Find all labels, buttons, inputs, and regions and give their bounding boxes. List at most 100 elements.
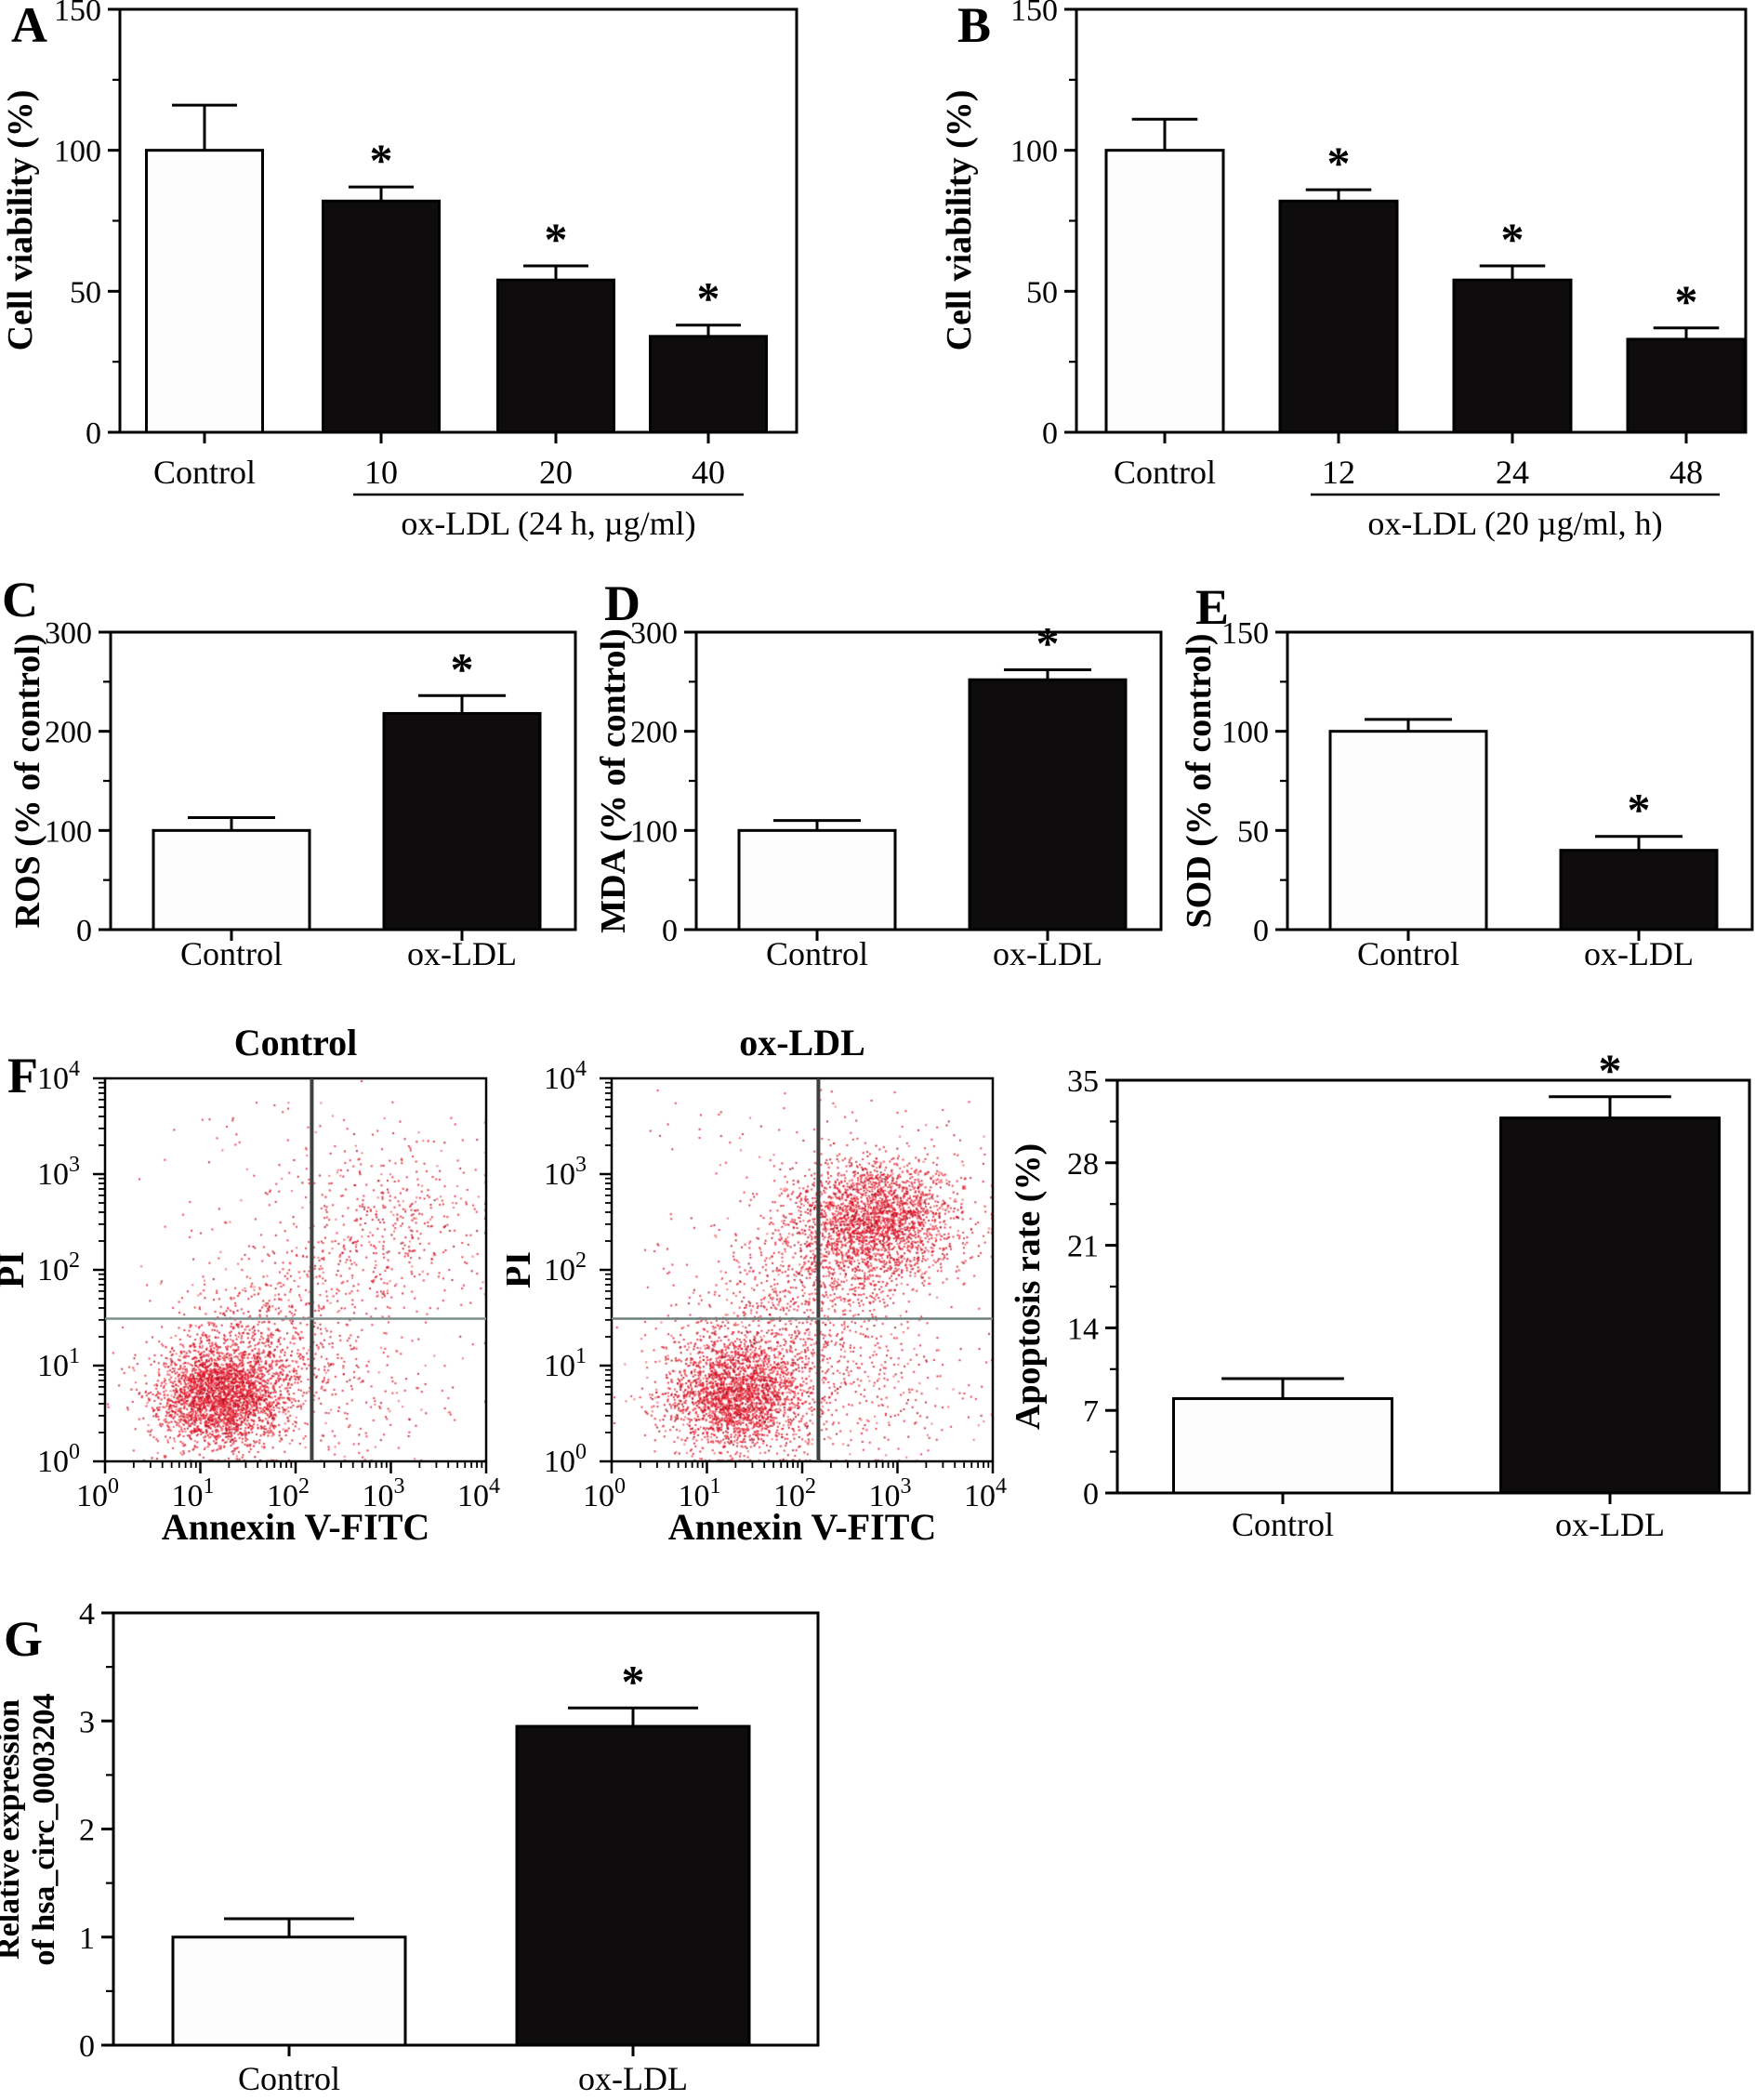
panel-letter-a: A: [11, 0, 47, 53]
svg-text:28: 28: [1067, 1147, 1099, 1182]
flow-control-dots: [105, 1078, 486, 1461]
svg-text:101: 101: [544, 1344, 587, 1383]
svg-text:104: 104: [544, 1057, 587, 1096]
svg-text:100: 100: [76, 1474, 119, 1513]
svg-text:100: 100: [544, 1440, 587, 1479]
svg-text:1: 1: [79, 1922, 95, 1956]
panel-letter-g: G: [4, 1611, 44, 1667]
svg-text:*: *: [370, 134, 393, 186]
panel-f-flow-plot-control: 100100101101102102103103104104ControlAnn…: [0, 1022, 500, 1548]
svg-text:ox-LDL: ox-LDL: [1555, 1506, 1665, 1543]
svg-text:102: 102: [544, 1248, 587, 1288]
svg-text:*: *: [1675, 275, 1698, 327]
svg-text:50: 50: [1237, 814, 1269, 849]
svg-text:200: 200: [630, 716, 678, 750]
svg-text:100: 100: [37, 1440, 80, 1479]
svg-text:*: *: [697, 272, 720, 324]
svg-text:100: 100: [1221, 716, 1269, 750]
svg-text:50: 50: [1026, 275, 1058, 310]
svg-text:104: 104: [964, 1474, 1007, 1513]
svg-text:100: 100: [54, 135, 101, 169]
panel-a-bar-chart: 0 50 100 150 Control * 10 * 20 * 40 Cell viability …: [1, 0, 798, 542]
svg-text:Control: Control: [1114, 454, 1216, 491]
panel-letter-f: F: [7, 1048, 38, 1103]
svg-text:100: 100: [630, 814, 678, 849]
svg-text:0: 0: [1253, 914, 1269, 948]
svg-text:ox-LDL: ox-LDL: [993, 935, 1102, 972]
svg-text:0: 0: [1042, 416, 1058, 451]
svg-text:300: 300: [630, 616, 678, 651]
svg-text:200: 200: [45, 716, 92, 750]
svg-text:*: *: [451, 642, 474, 694]
svg-text:Cell viability (%): Cell viability (%): [1, 90, 40, 351]
svg-text:PI: PI: [0, 1251, 32, 1288]
svg-text:103: 103: [544, 1153, 587, 1192]
panel-letter-c: C: [2, 572, 38, 627]
svg-text:100: 100: [583, 1474, 626, 1513]
svg-text:150: 150: [1010, 0, 1058, 28]
svg-text:150: 150: [54, 0, 101, 28]
svg-text:12: 12: [1322, 454, 1355, 491]
svg-text:100: 100: [45, 814, 92, 849]
svg-text:ox-LDL: ox-LDL: [578, 2060, 688, 2097]
svg-text:Annexin V-FITC: Annexin V-FITC: [668, 1506, 937, 1548]
svg-text:SOD (% of control): SOD (% of control): [1180, 634, 1219, 929]
svg-text:*: *: [1327, 137, 1351, 189]
svg-text:Control: Control: [1357, 935, 1459, 972]
panel-e-bar-chart: 0 50 100 150 Control * ox-LDL SOD (% of control…: [1180, 616, 1754, 972]
svg-text:ox-LDL: ox-LDL: [407, 935, 517, 972]
panel-letter-b: B: [957, 0, 992, 53]
svg-text:*: *: [1501, 213, 1524, 265]
svg-text:Relative expression: Relative expression: [0, 1699, 26, 1960]
panel-f-flow-plot-oxldl: 100100101101102102103103104104ox-LDLAnne…: [507, 1022, 1007, 1548]
svg-text:40: 40: [692, 454, 725, 491]
svg-text:3: 3: [79, 1705, 95, 1739]
svg-text:0: 0: [86, 416, 101, 451]
svg-text:Control: Control: [1232, 1506, 1334, 1543]
svg-text:10: 10: [364, 454, 398, 491]
panel-b-bar-chart: 0 50 100 150 Control * 12 * 24 * 48 Cell viability …: [940, 0, 1748, 542]
svg-text:Control: Control: [234, 1022, 358, 1063]
svg-text:0: 0: [1083, 1477, 1099, 1512]
svg-text:100: 100: [1010, 135, 1058, 169]
svg-text:48: 48: [1669, 454, 1703, 491]
panel-d-bar-chart: 0 100 200 300 Control * ox-LDL MDA (% of contro…: [594, 616, 1163, 972]
svg-text:Control: Control: [238, 2060, 340, 2097]
svg-text:*: *: [545, 213, 568, 265]
svg-text:0: 0: [79, 2029, 95, 2064]
svg-text:2: 2: [79, 1814, 95, 1848]
flow-oxldl-dots: [612, 1078, 993, 1461]
svg-text:7: 7: [1083, 1394, 1099, 1429]
svg-text:MDA (% of control): MDA (% of control): [594, 628, 633, 933]
svg-text:104: 104: [457, 1474, 500, 1513]
svg-text:103: 103: [37, 1153, 80, 1192]
svg-text:of hsa_circ_0003204: of hsa_circ_0003204: [27, 1693, 61, 1965]
panel-c-bar-chart: 0 100 200 300 Control * ox-LDL ROS (% of contro…: [8, 616, 577, 972]
svg-text:*: *: [622, 1655, 645, 1707]
svg-text:20: 20: [539, 454, 573, 491]
svg-text:103: 103: [869, 1474, 912, 1513]
svg-text:Annexin V-FITC: Annexin V-FITC: [162, 1506, 430, 1548]
panel-g-bar-chart: 0 1 2 3 4 Control * ox-LDL Relative expression of…: [0, 1597, 820, 2097]
svg-text:21: 21: [1067, 1230, 1099, 1264]
svg-text:ox-LDL (20 µg/ml, h): ox-LDL (20 µg/ml, h): [1367, 505, 1662, 542]
svg-text:14: 14: [1067, 1312, 1099, 1346]
panel-f-bar-chart: 0 7 14 21 28 35 Control * ox-LDL Apoptosis rate (…: [1013, 1044, 1751, 1543]
svg-text:50: 50: [70, 275, 101, 310]
svg-text:ox-LDL (24 h, µg/ml): ox-LDL (24 h, µg/ml): [401, 505, 695, 542]
svg-text:150: 150: [1221, 616, 1269, 651]
svg-text:ox-LDL: ox-LDL: [739, 1022, 865, 1063]
svg-text:24: 24: [1496, 454, 1529, 491]
svg-text:102: 102: [37, 1248, 80, 1288]
panel-letter-d: D: [604, 575, 640, 631]
svg-text:35: 35: [1067, 1064, 1099, 1099]
svg-text:*: *: [1036, 617, 1060, 669]
svg-text:101: 101: [37, 1344, 80, 1383]
svg-text:Control: Control: [766, 935, 868, 972]
svg-text:ox-LDL: ox-LDL: [1584, 935, 1694, 972]
svg-text:0: 0: [662, 914, 678, 948]
svg-text:Control: Control: [180, 935, 283, 972]
svg-text:Apoptosis rate (%): Apoptosis rate (%): [1013, 1143, 1048, 1430]
svg-text:PI: PI: [507, 1251, 538, 1288]
